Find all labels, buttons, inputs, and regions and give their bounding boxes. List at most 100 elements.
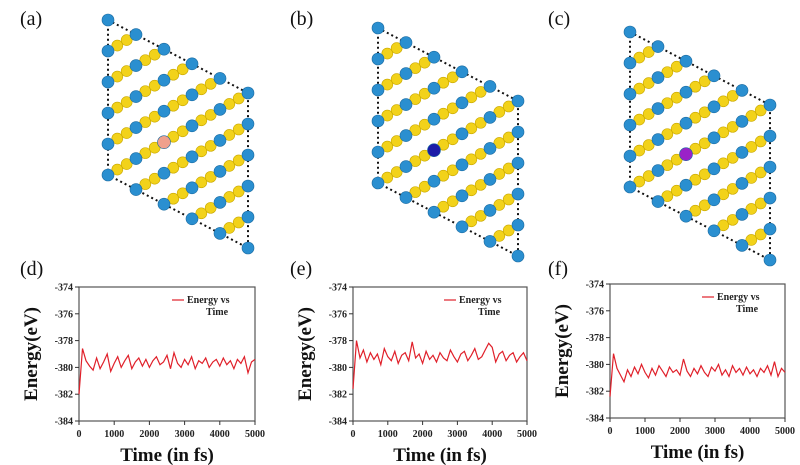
y-tick-label: -376 <box>329 309 347 320</box>
metal-atom <box>511 156 525 170</box>
metal-atom <box>651 164 665 177</box>
sulfur-atom <box>698 137 711 150</box>
sulfur-atom <box>465 153 478 166</box>
sulfur-atom <box>195 176 208 189</box>
sulfur-atom <box>418 180 431 193</box>
metal-atom <box>399 191 413 204</box>
sulfur-atom <box>689 111 702 124</box>
metal-atom <box>735 115 749 128</box>
metal-atom <box>399 160 413 173</box>
sulfur-atom <box>204 171 217 183</box>
sulfur-atom <box>409 93 422 105</box>
sulfur-atom <box>167 99 180 112</box>
sulfur-atom <box>754 104 767 117</box>
sulfur-atom <box>689 173 702 186</box>
metal-atom <box>241 117 255 131</box>
metal-atom <box>455 65 469 79</box>
sulfur-atom <box>418 87 431 100</box>
metal-atom <box>511 125 525 139</box>
sulfur-atom <box>111 39 124 52</box>
metal-atom <box>483 111 497 124</box>
sulfur-atom <box>148 79 161 92</box>
energy-chart-d: -374 -376 -378 -380 -382 -384 0 1000 2000 3000 400… <box>21 283 265 465</box>
sulfur-atom <box>381 78 394 91</box>
sulfur-atom <box>204 202 217 214</box>
sulfur-atom <box>633 175 646 188</box>
metal-atom <box>623 149 637 163</box>
sulfur-atom <box>437 76 450 89</box>
sulfur-atom <box>446 102 459 115</box>
metal-atom <box>399 36 413 49</box>
metal-atom <box>483 235 497 248</box>
metal-atom <box>213 103 227 116</box>
sulfur-atom <box>111 70 124 83</box>
metal-atom <box>185 181 199 195</box>
metal-atom <box>241 179 255 193</box>
sulfur-atom <box>111 163 124 176</box>
sulfur-atom <box>670 122 683 135</box>
sulfur-atom <box>390 135 403 147</box>
x-tick-label: 5000 <box>775 426 795 437</box>
dopant-atom <box>679 147 693 161</box>
unit-cell-boundary <box>377 26 519 258</box>
metal-atom <box>651 40 665 53</box>
sulfur-atom <box>493 230 506 242</box>
sulfur-atom <box>642 46 655 58</box>
x-tick-label: 3000 <box>447 429 467 440</box>
sulfur-atom <box>176 156 189 169</box>
metal-atom <box>483 142 497 155</box>
metal-atom <box>427 50 441 64</box>
metal-atom <box>371 176 385 190</box>
metal-atom <box>455 127 469 141</box>
metal-atom <box>371 52 385 66</box>
panel-label-d: (d) <box>20 258 44 280</box>
sulfur-atom <box>409 155 422 167</box>
metal-atom <box>679 209 693 223</box>
sulfur-atom <box>148 48 161 61</box>
metal-atom <box>129 90 143 103</box>
sulfur-atom <box>418 56 431 69</box>
sulfur-atom <box>726 90 739 102</box>
metal-atom <box>129 28 143 41</box>
metal-atom <box>707 100 721 114</box>
sulfur-atom <box>167 192 180 205</box>
sulfur-atom <box>437 169 450 182</box>
sulfur-atom <box>446 133 459 146</box>
sulfur-atom <box>474 148 487 160</box>
sulfur-atom <box>717 126 730 139</box>
y-tick-label: -374 <box>55 283 73 294</box>
metal-atom <box>185 119 199 133</box>
sulfur-atom <box>493 199 506 211</box>
y-axis-label: Energy(eV) <box>295 307 316 401</box>
sulfur-atom <box>726 152 739 164</box>
metal-atom <box>241 241 255 255</box>
sulfur-atom <box>232 185 245 198</box>
unit-cell-boundary <box>107 18 249 250</box>
sulfur-atom <box>474 117 487 129</box>
sulfur-atom <box>698 106 711 119</box>
sulfur-atom <box>148 110 161 123</box>
sulfur-atom <box>745 110 758 122</box>
metal-atom <box>707 131 721 145</box>
x-tick-label: 5000 <box>245 429 265 440</box>
sulfur-atom <box>223 160 236 172</box>
sulfur-atom <box>195 83 208 96</box>
sulfur-atom <box>726 121 739 133</box>
sulfur-atom <box>493 106 506 118</box>
sulfur-atom <box>390 166 403 178</box>
metal-atom <box>763 222 777 236</box>
metal-atom <box>157 73 171 87</box>
x-tick-label: 3000 <box>705 426 725 437</box>
metal-atom <box>185 212 199 226</box>
x-tick-label: 2000 <box>413 429 433 440</box>
sulfur-atom <box>493 137 506 149</box>
sulfur-atom <box>446 71 459 84</box>
x-tick-label: 0 <box>351 429 356 440</box>
x-tick-label: 1000 <box>635 426 655 437</box>
sulfur-atom <box>148 172 161 185</box>
panel-label-e: (e) <box>290 258 313 280</box>
metal-atom <box>185 150 199 164</box>
x-tick-label: 0 <box>77 429 82 440</box>
metal-atom <box>157 166 171 180</box>
sulfur-atom <box>204 140 217 152</box>
